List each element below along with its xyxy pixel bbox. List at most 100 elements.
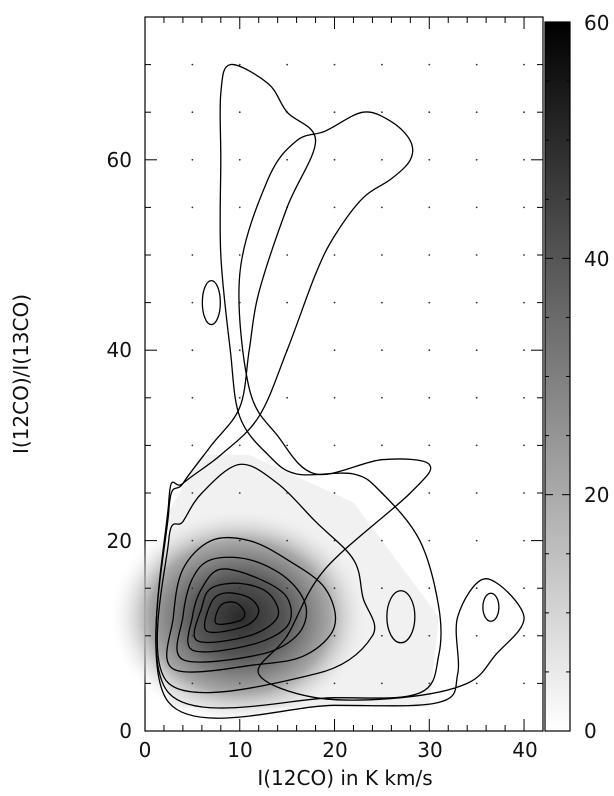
grid-dot [191,206,194,209]
grid-dot [191,396,194,399]
grid-dot [475,158,478,161]
grid-dot [238,111,241,114]
grid-dot [191,63,194,66]
grid-dot [238,587,241,590]
grid-dot [381,634,383,637]
density-shading [110,454,439,726]
grid-dot [381,396,383,399]
grid-dot [475,396,478,399]
grid-dot [475,587,478,590]
grid-dot [428,539,431,542]
grid-dot [523,444,525,447]
grid-dot [333,444,336,447]
grid-dot [381,254,383,256]
y-tick-label: 40 [107,338,132,362]
grid-dot [381,349,383,352]
grid-dot [428,206,431,209]
contour-island [201,279,221,326]
grid-dot [286,587,289,590]
contour-level-3 [156,463,376,694]
grid-dot [475,492,478,494]
grid-dot [333,682,336,685]
grid-dot [381,539,383,542]
grid-dot [238,63,241,66]
grid-dot [286,301,289,304]
contour-island [386,590,416,644]
contour-level-4 [166,536,337,673]
grid-dot [381,158,383,161]
contour-level-1 [155,111,525,719]
grid-dot [333,587,336,590]
contour-lines [155,63,525,719]
grid-dot [191,444,194,447]
grid-dot [238,349,241,352]
grid-dot [286,682,289,685]
grid-dot [428,254,431,256]
grid-dot [286,444,289,447]
x-tick-label: 40 [512,738,537,762]
grid-dot [428,111,431,114]
grid-dot [523,301,525,304]
grid-dot [475,682,478,685]
x-tick-label: 10 [227,738,252,762]
grid-dot [475,444,478,447]
grid-dot [191,254,194,256]
grid-dot [238,254,241,256]
grid-dot [191,111,194,114]
grid-dot [523,349,525,352]
grid-dot [475,63,478,66]
grid-dot [191,492,194,494]
grid-dot [428,349,431,352]
grid-dot [428,158,431,161]
grid-dot [428,63,431,66]
grid-dot [523,63,525,66]
grid-dot [286,396,289,399]
grid-dot [333,158,336,161]
grid-dot [238,634,241,637]
grid-dot [523,634,525,637]
grid-dot [381,301,383,304]
grid-dot [428,301,431,304]
contour-level-9 [214,601,246,625]
grid-dot [238,682,241,685]
contour-island [482,592,500,622]
grid-dot [381,682,383,685]
grid-dot [191,158,194,161]
axis-ticks [144,17,544,732]
grid-dot [475,254,478,256]
grid-dot [286,158,289,161]
contour-level-2 [155,63,442,709]
grid-dot [333,349,336,352]
grid-dot [381,63,383,66]
y-tick-label: 20 [107,529,132,553]
grid-dot [523,158,525,161]
colorbar [544,21,571,732]
x-tick-label: 0 [139,738,152,762]
grid-dot [428,444,431,447]
grid-dot [333,492,336,494]
grid-dot [475,349,478,352]
grid-dot [475,111,478,114]
colorbar-ticks [545,21,570,732]
contour-level-6 [187,568,292,653]
grid-dot [523,396,525,399]
contour-level-5 [176,556,308,663]
grid-dot [238,539,241,542]
grid-dot [333,634,336,637]
colorbar-tick-label: 40 [584,247,609,271]
grid-dot [523,206,525,209]
x-tick-label: 20 [322,738,347,762]
grid-dot [523,539,525,542]
grid-dot [428,682,431,685]
grid-dot [238,492,241,494]
grid-dot [428,492,431,494]
contour-level-8 [203,592,260,634]
y-tick-label: 60 [107,148,132,172]
grid-dot [286,539,289,542]
density-peak [110,508,370,726]
grid-dot [333,254,336,256]
grid-dot [191,349,194,352]
grid-dot [286,254,289,256]
grid-dot [333,111,336,114]
